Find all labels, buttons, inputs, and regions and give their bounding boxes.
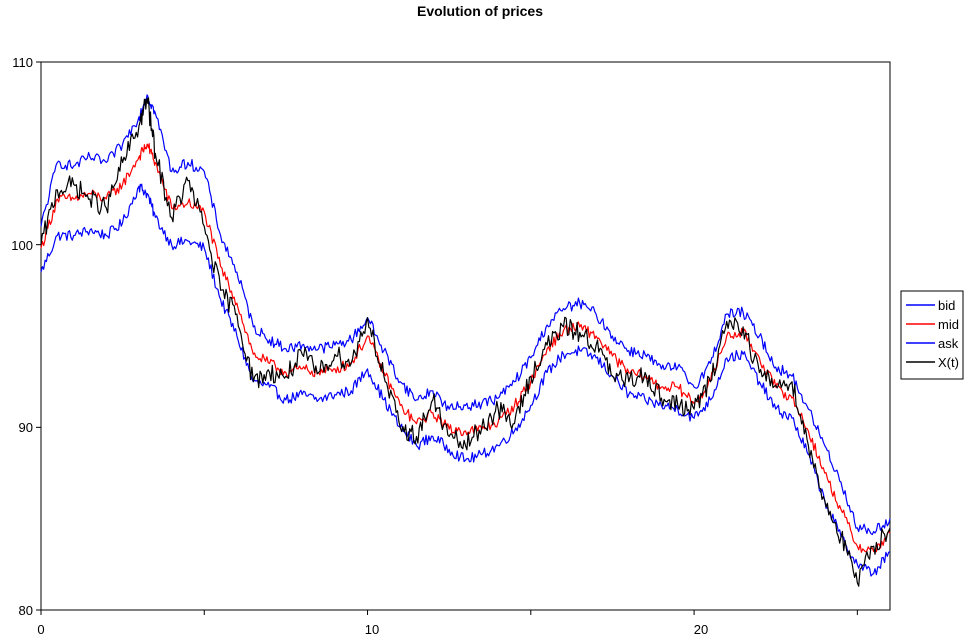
x-tick-label: 20 — [694, 622, 708, 637]
legend: bid mid ask X(t) — [900, 290, 964, 380]
x-tick-label: 0 — [37, 622, 44, 637]
series-line-bid — [40, 183, 891, 577]
legend-label-ask: ask — [938, 336, 959, 351]
x-tick-label: 10 — [365, 622, 379, 637]
series-line-xt — [40, 97, 891, 587]
legend-label-mid: mid — [938, 317, 959, 332]
legend-label-xt: X(t) — [938, 355, 959, 370]
axis-ticks — [36, 61, 858, 615]
y-tick-label: 100 — [11, 238, 33, 253]
y-axis: 80 90 100 110 — [11, 55, 33, 618]
y-tick-label: 110 — [12, 55, 33, 70]
series-line-ask — [40, 94, 891, 536]
x-axis: 0 10 20 — [37, 622, 708, 637]
y-tick-label: 90 — [19, 420, 33, 435]
series-lines — [40, 94, 891, 587]
chart-title: Evolution of prices — [417, 3, 543, 19]
legend-label-bid: bid — [938, 298, 955, 313]
plot-area — [40, 61, 891, 611]
y-tick-label: 80 — [19, 603, 33, 618]
series-line-mid — [40, 143, 891, 553]
